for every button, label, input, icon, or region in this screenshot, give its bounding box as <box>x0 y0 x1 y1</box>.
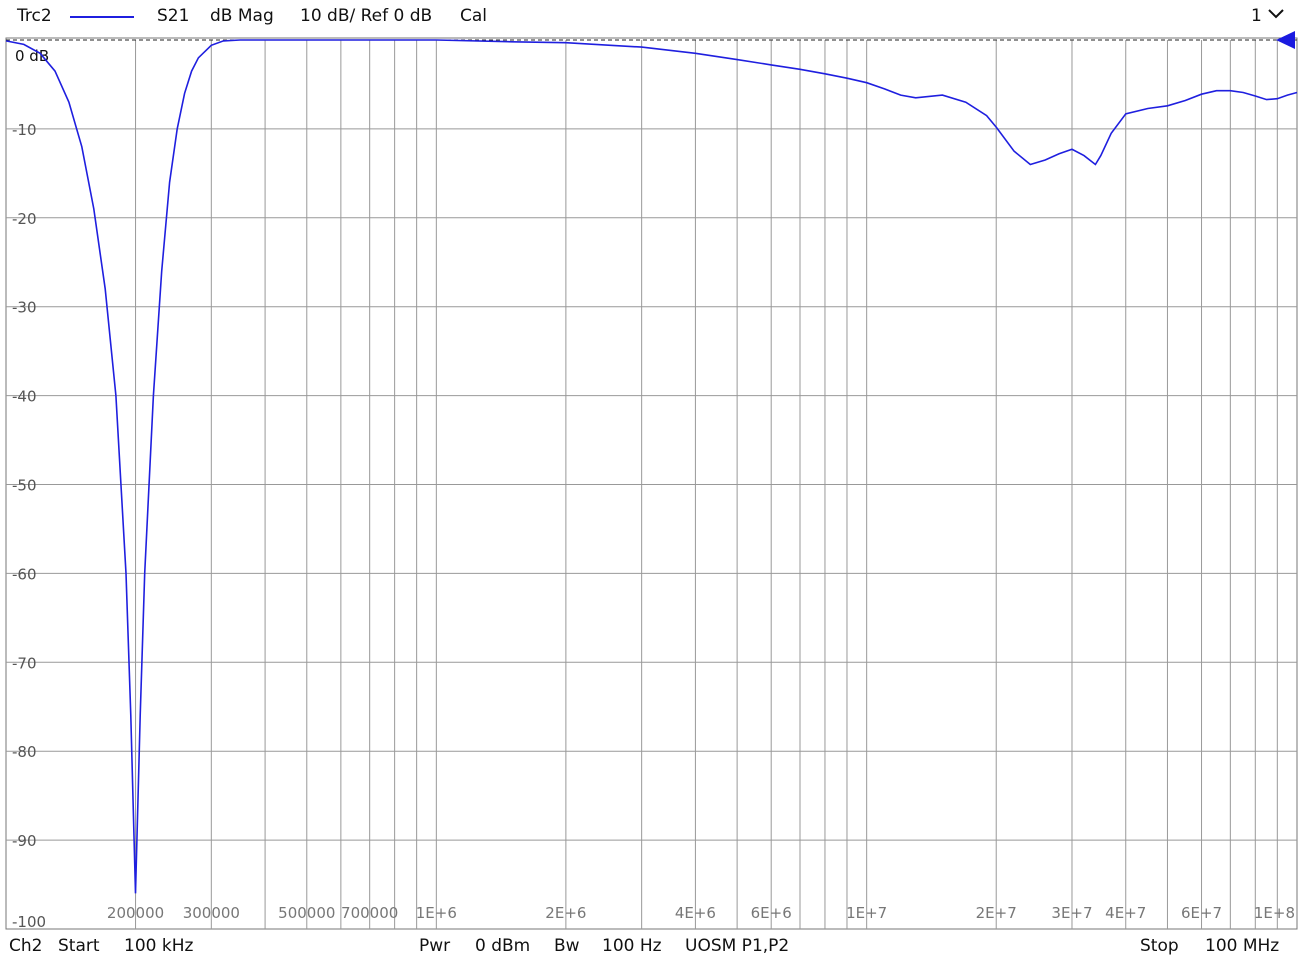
bandwidth-value[interactable]: 100 Hz <box>602 936 662 956</box>
start-label: Start <box>58 936 100 956</box>
x-tick-label: 3E+7 <box>1051 904 1092 922</box>
x-tick-label: 2E+6 <box>545 904 586 922</box>
channel-label[interactable]: Ch2 <box>9 936 43 956</box>
x-tick-label: 300000 <box>183 904 240 922</box>
y-tick-label: -20 <box>12 210 37 228</box>
y-tick-label: -80 <box>12 743 37 761</box>
y-tick-label: -90 <box>12 832 37 850</box>
power-value[interactable]: 0 dBm <box>475 936 531 956</box>
trace-info-bar: Trc2 S21 dB Mag 10 dB/ Ref 0 dB Cal 1 <box>0 0 1304 36</box>
x-tick-label: 4E+6 <box>675 904 716 922</box>
y-tick-label: -60 <box>12 565 37 583</box>
channel-info-bar: Ch2 Start 100 kHz Pwr 0 dBm Bw 100 Hz UO… <box>0 932 1304 960</box>
x-tick-label: 500000 <box>278 904 335 922</box>
parameter-label[interactable]: S21 <box>157 6 190 26</box>
x-tick-label: 1E+7 <box>846 904 887 922</box>
y-tick-label: -50 <box>12 477 37 495</box>
y-tick-label: -100 <box>12 913 46 931</box>
x-tick-label: 2E+7 <box>976 904 1017 922</box>
y-tick-label: -40 <box>12 388 37 406</box>
bandwidth-label: Bw <box>554 936 580 956</box>
vertical-gridlines <box>135 40 1278 929</box>
stop-value[interactable]: 100 MHz <box>1205 936 1280 956</box>
power-label: Pwr <box>419 936 451 956</box>
reference-marker-icon[interactable] <box>1276 31 1295 49</box>
x-tick-label: 4E+7 <box>1105 904 1146 922</box>
x-tick-label: 6E+7 <box>1181 904 1222 922</box>
format-label[interactable]: dB Mag <box>210 6 274 26</box>
x-tick-label: 700000 <box>341 904 398 922</box>
port-config[interactable]: UOSM P1,P2 <box>685 936 790 956</box>
x-tick-label: 200000 <box>107 904 164 922</box>
stop-label: Stop <box>1140 936 1179 956</box>
trace-legend-line <box>70 16 134 18</box>
plot-area-border <box>5 37 1298 930</box>
x-axis-labels: 200000 300000 500000 700000 1E+6 2E+6 4E+6 6E+6… <box>107 904 1295 922</box>
y-axis-labels: -10 -20 -30 -40 -50 -60 -70 -80 -90 -100 <box>12 121 46 931</box>
trace-line[interactable] <box>5 39 1298 894</box>
x-tick-label: 1E+8 <box>1254 904 1295 922</box>
x-tick-label: 1E+6 <box>416 904 457 922</box>
window-selector[interactable]: 1 <box>1251 6 1285 26</box>
y-tick-label: -70 <box>12 654 37 672</box>
y-tick-label: -10 <box>12 121 37 139</box>
reference-level-label: 0 dB <box>15 47 49 65</box>
y-tick-label: -30 <box>12 299 37 317</box>
horizontal-gridlines <box>6 128 1297 841</box>
cal-status[interactable]: Cal <box>460 6 488 26</box>
start-value[interactable]: 100 kHz <box>124 936 194 956</box>
trace-name[interactable]: Trc2 <box>17 6 52 26</box>
x-tick-label: 6E+6 <box>751 904 792 922</box>
chevron-down-icon <box>1267 6 1285 26</box>
scale-label[interactable]: 10 dB/ Ref 0 dB <box>300 6 433 26</box>
window-number: 1 <box>1251 6 1262 26</box>
